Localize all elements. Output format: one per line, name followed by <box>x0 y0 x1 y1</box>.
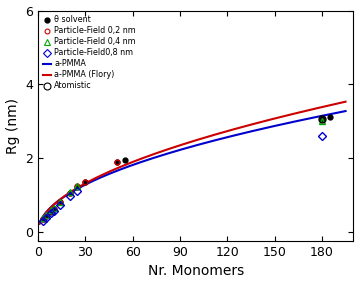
Legend: θ solvent, Particle-Field 0,2 nm, Particle-Field 0,4 nm, Particle-Field0,8 nm, a: θ solvent, Particle-Field 0,2 nm, Partic… <box>41 14 137 92</box>
X-axis label: Nr. Monomers: Nr. Monomers <box>148 264 244 278</box>
Y-axis label: Rg (nm): Rg (nm) <box>5 98 19 154</box>
